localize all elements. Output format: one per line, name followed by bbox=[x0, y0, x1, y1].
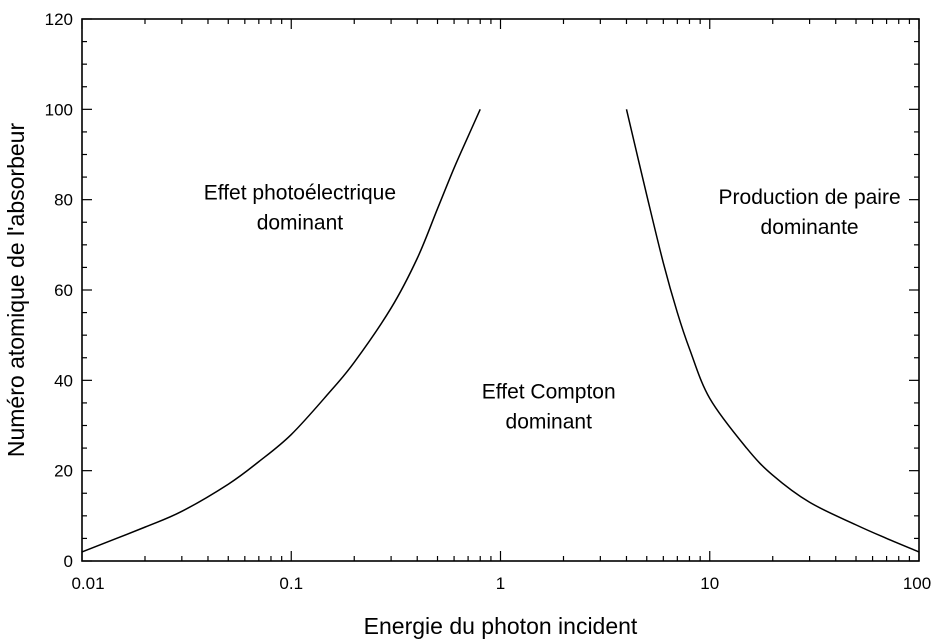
region-annotation: Effet Compton dominant bbox=[482, 380, 616, 433]
y-tick-label: 120 bbox=[45, 10, 73, 29]
x-tick-label: 1 bbox=[496, 574, 505, 593]
y-tick-label: 0 bbox=[64, 552, 73, 571]
annotation-line: dominante bbox=[761, 216, 859, 239]
annotation-line: Effet photoélectrique bbox=[204, 182, 396, 205]
y-tick-label: 20 bbox=[54, 462, 73, 481]
axis-ticks bbox=[81, 18, 920, 562]
annotation-line: Effet Compton bbox=[482, 380, 616, 403]
tick-labels: 0.01 0.1 1 10 100 0 20 40 60 80 100 120 bbox=[45, 10, 932, 593]
x-tick-label: 0.1 bbox=[279, 574, 303, 593]
curves bbox=[81, 109, 920, 553]
plot-frame bbox=[81, 18, 920, 562]
x-tick-label: 10 bbox=[700, 574, 719, 593]
annotation-line: dominant bbox=[257, 212, 344, 235]
x-tick-label: 0.01 bbox=[71, 574, 104, 593]
y-tick-label: 40 bbox=[54, 371, 73, 390]
y-axis-title: Numéro atomique de l'absorbeur bbox=[3, 123, 29, 458]
y-tick-label: 80 bbox=[54, 191, 73, 210]
region-annotation: Effet photoélectrique dominant bbox=[204, 182, 396, 235]
annotation-line: Production de paire bbox=[719, 186, 901, 209]
photoelectric-boundary-curve bbox=[81, 109, 481, 553]
x-axis-title: Energie du photon incident bbox=[364, 613, 638, 639]
region-annotation: Production de paire dominante bbox=[719, 186, 901, 239]
x-tick-label: 100 bbox=[903, 574, 931, 593]
y-tick-label: 100 bbox=[45, 100, 73, 119]
y-tick-label: 60 bbox=[54, 281, 73, 300]
annotation-line: dominant bbox=[506, 410, 593, 433]
pair-production-boundary-curve bbox=[625, 109, 920, 553]
